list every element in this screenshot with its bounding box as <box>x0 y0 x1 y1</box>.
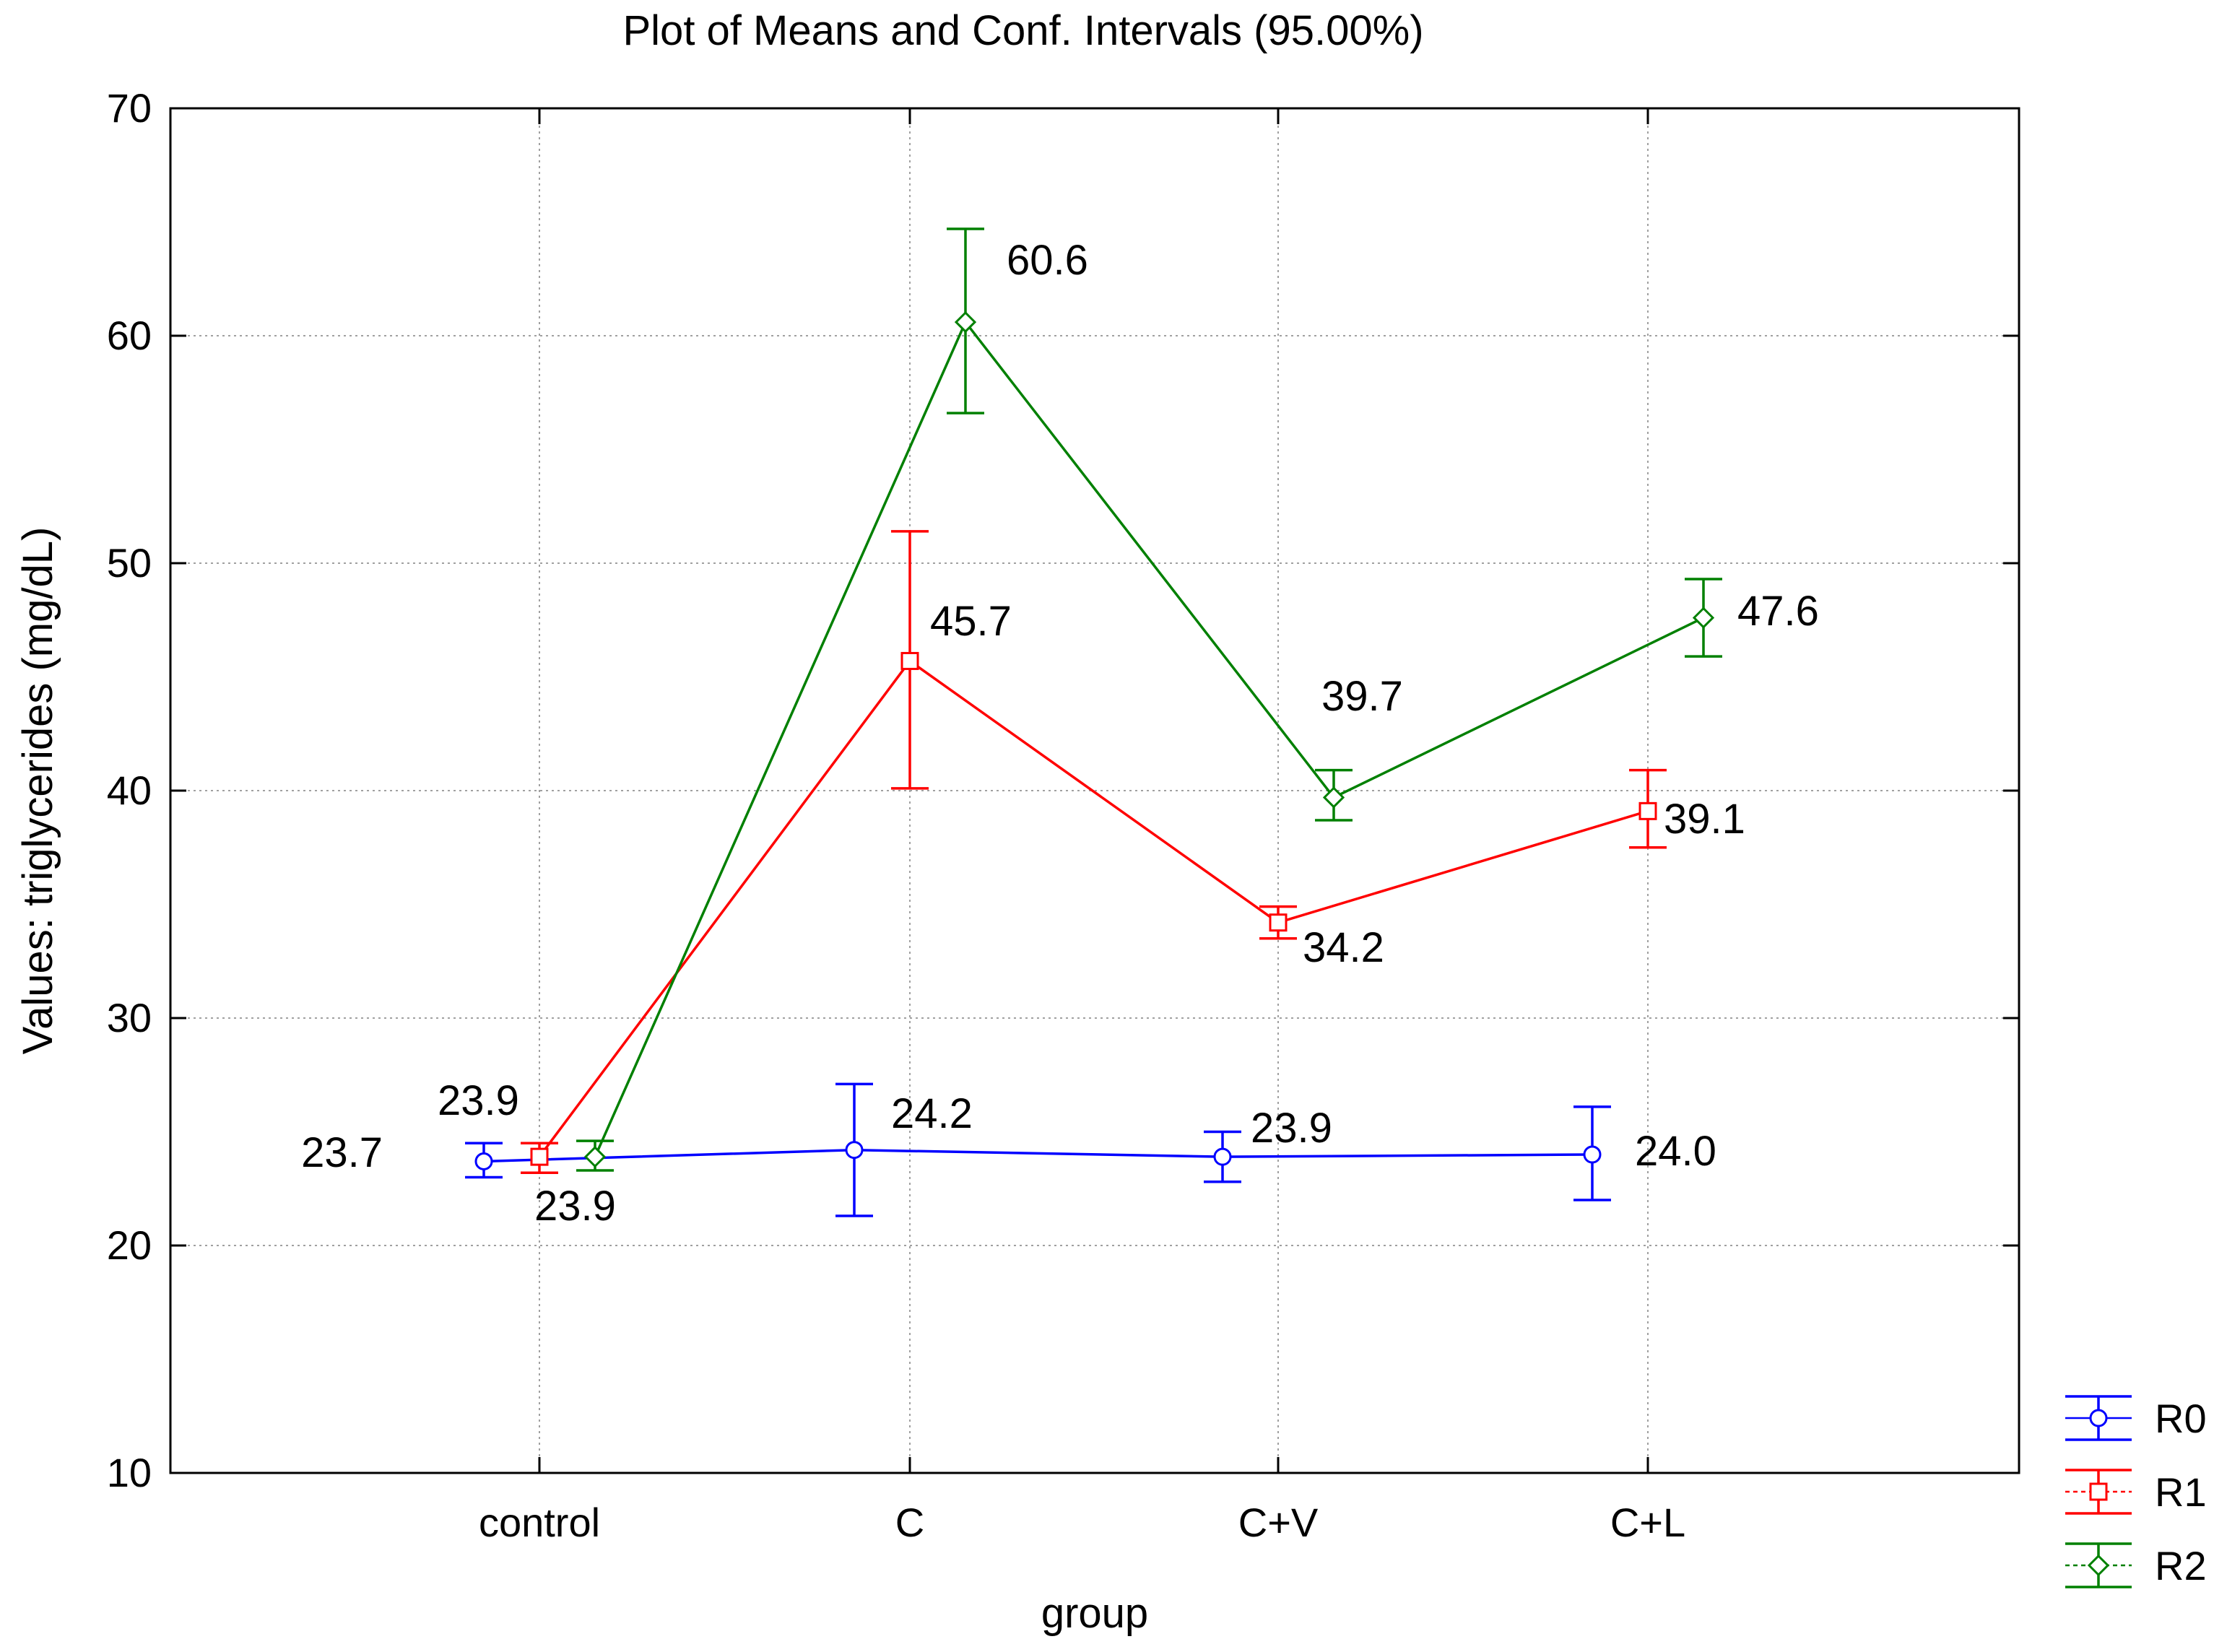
chart-title: Plot of Means and Conf. Intervals (95.00… <box>622 7 1423 54</box>
x-axis-label: group <box>1041 1590 1148 1637</box>
data-label: 34.2 <box>1303 924 1384 971</box>
y-tick-label: 10 <box>107 1450 152 1495</box>
x-tick-label: C <box>895 1500 924 1545</box>
y-axis: 10 20 30 40 50 60 70 <box>107 85 2019 1495</box>
series-r0 <box>465 1082 1611 1217</box>
x-tick-label: C+V <box>1238 1500 1319 1545</box>
series-line-r0 <box>483 1148 1593 1163</box>
data-label: 47.6 <box>1737 588 1819 635</box>
y-tick-label: 30 <box>107 995 152 1040</box>
gridlines <box>170 108 2019 1473</box>
data-point <box>1213 1147 1232 1166</box>
data-label: 45.7 <box>930 598 1012 645</box>
data-label: 60.6 <box>1007 237 1088 284</box>
y-tick-label: 50 <box>107 540 152 586</box>
data-point <box>954 310 977 334</box>
y-tick-label: 60 <box>107 313 152 358</box>
data-label: 39.1 <box>1664 796 1745 843</box>
data-point <box>474 1152 493 1170</box>
data-point <box>845 1141 864 1160</box>
legend-label: R0 <box>2155 1396 2207 1441</box>
legend-entry-r1: R1 <box>2065 1469 2207 1515</box>
data-point <box>1269 913 1288 932</box>
data-label: 24.0 <box>1635 1128 1716 1175</box>
data-label: 23.9 <box>438 1077 519 1124</box>
x-axis: control C C+V C+L <box>479 108 1685 1545</box>
y-tick-label: 20 <box>107 1222 152 1268</box>
data-point <box>530 1147 549 1166</box>
data-point <box>900 651 919 670</box>
data-point <box>1322 786 1345 809</box>
legend-marker <box>2089 1409 2108 1427</box>
legend-marker <box>2089 1482 2108 1501</box>
legend-marker <box>2087 1554 2110 1577</box>
series-r1 <box>521 530 1667 1174</box>
y-tick-label: 70 <box>107 85 152 131</box>
series-line-r2 <box>594 319 1704 1157</box>
data-point <box>1692 607 1715 629</box>
data-label: 23.7 <box>301 1129 383 1176</box>
series-layer <box>465 227 1722 1217</box>
data-point <box>1583 1145 1602 1164</box>
x-tick-label: C+L <box>1610 1500 1685 1545</box>
data-point <box>583 1146 607 1168</box>
data-point <box>1638 801 1657 820</box>
y-axis-label: Values: triglycerides (mg/dL) <box>14 527 61 1055</box>
data-label: 39.7 <box>1321 673 1403 720</box>
legend-label: R1 <box>2155 1469 2207 1515</box>
series-r2 <box>576 227 1722 1172</box>
data-labels: 23.7 24.2 23.9 24.0 23.9 45.7 34.2 39.1 23.9 60.6… <box>301 237 1819 1230</box>
x-tick-label: control <box>479 1500 600 1545</box>
data-label: 23.9 <box>534 1183 616 1230</box>
data-label: 24.2 <box>891 1090 973 1137</box>
data-label: 23.9 <box>1251 1105 1332 1152</box>
legend-entry-r0: R0 <box>2065 1395 2207 1441</box>
legend: R0 R1 R2 <box>2065 1395 2207 1588</box>
legend-entry-r2: R2 <box>2065 1542 2207 1588</box>
y-tick-label: 40 <box>107 768 152 813</box>
series-line-r1 <box>538 659 1649 1158</box>
legend-label: R2 <box>2155 1543 2207 1588</box>
